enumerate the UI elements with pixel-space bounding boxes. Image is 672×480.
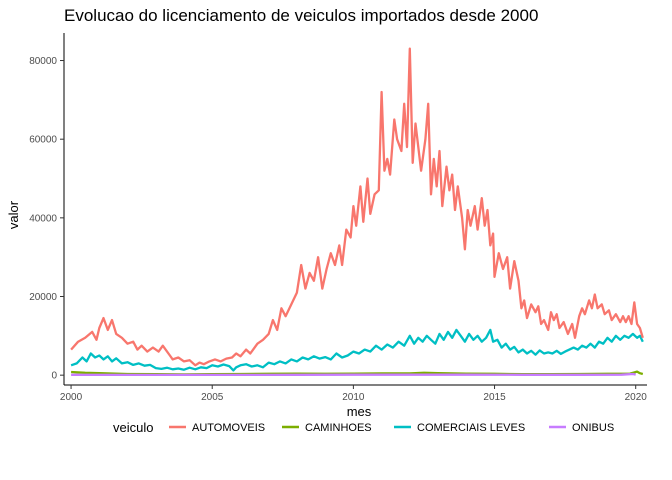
plot-area: 2000 2005 2010 2015 2020 0 20000 40000 60000 800…	[29, 33, 647, 403]
series-line-onibus	[71, 372, 636, 377]
y-axis-ticks: 0 20000 40000 60000 80000	[29, 56, 64, 382]
y-tick-label: 20000	[29, 292, 57, 303]
x-tick-label: 2010	[342, 392, 365, 403]
x-tick-label: 2000	[60, 392, 83, 403]
series-lines	[70, 47, 644, 377]
legend-label: ONIBUS	[572, 422, 614, 434]
legend-label: CAMINHOES	[305, 422, 372, 434]
legend-label: COMERCIAIS LEVES	[417, 422, 525, 434]
y-tick-label: 80000	[29, 56, 57, 67]
legend: veiculo AUTOMOVEIS CAMINHOES COMERCIAIS LE…	[113, 420, 614, 435]
y-tick-label: 40000	[29, 213, 57, 224]
y-tick-label: 60000	[29, 135, 57, 146]
chart-title: Evolucao do licenciamento de veiculos im…	[64, 6, 538, 25]
legend-title: veiculo	[113, 420, 153, 435]
x-axis-title: mes	[347, 404, 372, 419]
x-tick-label: 2020	[625, 392, 648, 403]
series-line-automoveis	[70, 47, 644, 367]
x-axis-ticks: 2000 2005 2010 2015 2020	[60, 385, 647, 403]
x-tick-label: 2015	[483, 392, 506, 403]
y-tick-label: 0	[51, 371, 57, 382]
x-tick-label: 2005	[201, 392, 224, 403]
series-line-comerciais-leves	[70, 328, 644, 372]
legend-label: AUTOMOVEIS	[192, 422, 265, 434]
y-axis-title: valor	[6, 200, 21, 229]
